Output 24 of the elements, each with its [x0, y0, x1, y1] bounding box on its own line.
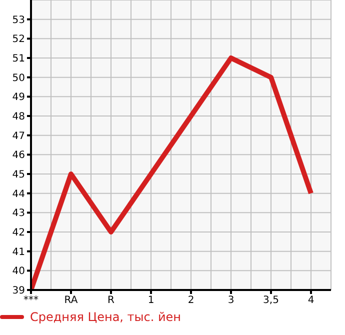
x-tick-label: 3 — [228, 295, 234, 306]
y-tick-label: 40 — [12, 266, 25, 278]
y-tick-label: 46 — [12, 150, 25, 162]
y-tick-label: 48 — [12, 112, 25, 123]
x-tick-label: 4 — [308, 295, 314, 306]
x-tick-label: *** — [24, 295, 38, 306]
y-tick-label: 52 — [12, 34, 25, 46]
x-tick-label: RA — [64, 295, 78, 306]
y-tick-label: 50 — [12, 72, 25, 84]
legend-label: Средняя Цена, тыс. йен — [30, 310, 182, 324]
y-tick-label: 43 — [12, 208, 25, 220]
x-tick-label: R — [108, 295, 115, 306]
y-tick-label: 45 — [12, 170, 25, 181]
x-tick-label: 3,5 — [263, 295, 279, 306]
y-tick-label: 53 — [12, 14, 25, 26]
x-tick-label: 1 — [148, 295, 154, 306]
y-tick-label: 42 — [12, 228, 25, 239]
y-tick-label: 49 — [12, 92, 25, 104]
y-tick-label: 44 — [12, 188, 25, 200]
x-tick-label: 2 — [188, 295, 194, 306]
y-tick-label: 41 — [12, 246, 25, 258]
y-tick-label: 47 — [12, 130, 25, 142]
y-tick-label: 39 — [12, 286, 25, 297]
y-tick-label: 51 — [12, 54, 25, 65]
